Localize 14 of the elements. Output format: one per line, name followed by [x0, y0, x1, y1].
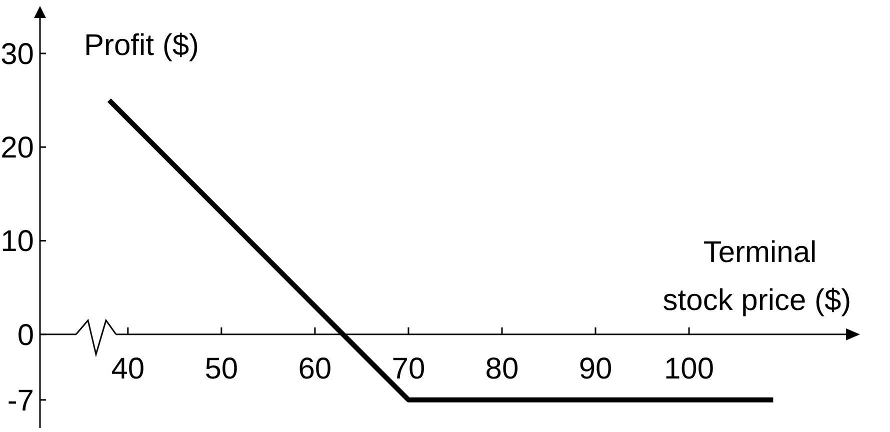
y-axis-title: Profit ($)	[84, 29, 200, 62]
y-tick-label: -7	[7, 384, 34, 418]
x-tick-label: 40	[111, 352, 145, 386]
x-tick-label: 100	[664, 352, 714, 386]
y-tick-label: 30	[0, 38, 34, 71]
x-axis-title: Terminal stock price ($)	[662, 236, 852, 317]
y-tick-label: 0	[17, 318, 34, 352]
x-tick-label: 80	[485, 352, 519, 386]
y-tick-label: 10	[0, 225, 34, 258]
x-tick-label: 90	[578, 352, 612, 386]
x-tick-label: 50	[204, 352, 238, 386]
y-tick-label: 20	[0, 132, 34, 165]
x-tick-label: 70	[392, 352, 426, 386]
x-tick-label: 60	[298, 352, 332, 386]
